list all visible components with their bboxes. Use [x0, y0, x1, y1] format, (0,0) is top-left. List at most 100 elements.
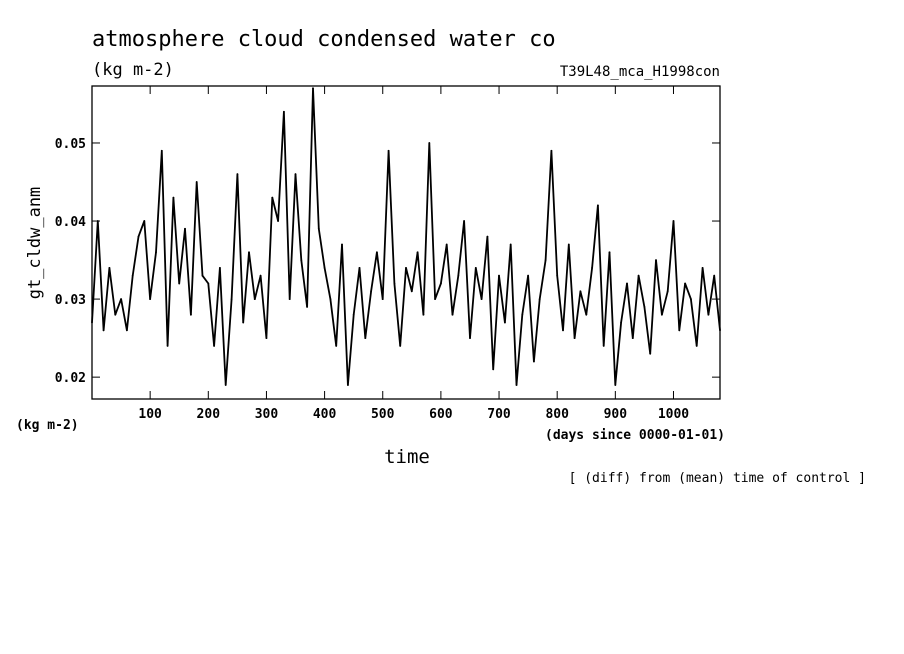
- data-point: [538, 298, 541, 300]
- data-point: [655, 259, 657, 261]
- data-point: [690, 298, 692, 300]
- data-point: [707, 313, 710, 316]
- run-label: T39L48_mca_H1998con: [560, 64, 720, 80]
- data-point: [492, 368, 495, 371]
- data-point: [352, 313, 355, 316]
- data-point: [149, 298, 152, 300]
- data-point: [294, 173, 297, 176]
- data-point: [358, 267, 361, 269]
- data-point: [253, 298, 256, 300]
- data-point: [631, 337, 634, 339]
- data-point: [160, 149, 163, 152]
- data-point: [381, 298, 384, 300]
- data-point: [219, 267, 221, 269]
- x-tick-label: 300: [255, 407, 279, 422]
- data-point: [434, 298, 436, 300]
- data-point: [155, 251, 157, 254]
- data-point: [556, 274, 559, 277]
- data-point: [277, 220, 279, 222]
- x-tick-label: 900: [604, 407, 628, 422]
- data-point: [562, 329, 564, 332]
- x-tick-label: 700: [487, 407, 511, 422]
- data-point: [236, 173, 239, 176]
- data-point: [463, 220, 465, 222]
- data-point: [137, 235, 140, 238]
- data-point: [96, 220, 99, 222]
- data-point: [370, 290, 372, 293]
- data-point: [271, 196, 274, 199]
- plot-frame: [91, 85, 721, 400]
- diff-note: [ (diff) from (mean) time of control ]: [569, 471, 866, 486]
- data-point: [312, 87, 314, 90]
- data-point: [597, 204, 599, 207]
- x-axis-label: time: [384, 446, 430, 468]
- data-point: [504, 321, 506, 324]
- data-point: [120, 298, 122, 300]
- x-tick-label: 500: [371, 407, 395, 422]
- chart-subtitle: (kg m-2): [92, 60, 174, 80]
- data-point: [143, 220, 146, 222]
- data-point: [672, 220, 675, 222]
- x-axis: 100 200 300 400 500 600 700 800 900 1000: [138, 86, 689, 422]
- y-tick-label: 0.02: [55, 371, 86, 386]
- data-point: [131, 274, 134, 277]
- data-point: [306, 306, 308, 308]
- data-point: [457, 274, 460, 277]
- data-point: [108, 267, 111, 269]
- data-point: [91, 321, 93, 324]
- x-tick-label: 100: [138, 407, 162, 422]
- chart-title: atmosphere cloud condensed water co: [92, 27, 556, 52]
- data-point: [649, 352, 652, 355]
- data-point: [585, 313, 588, 316]
- data-point: [399, 345, 402, 347]
- data-point: [614, 384, 617, 386]
- data-point: [178, 282, 181, 285]
- data-point: [201, 274, 204, 277]
- data-point: [364, 337, 367, 339]
- data-point: [224, 384, 227, 386]
- data-point: [469, 337, 471, 339]
- data-point: [666, 290, 669, 293]
- data-point: [480, 298, 483, 300]
- x-tick-label: 800: [545, 407, 569, 422]
- data-point: [190, 313, 192, 316]
- y-tick-label: 0.05: [55, 137, 86, 152]
- series-line: [91, 87, 721, 386]
- data-point: [678, 329, 681, 332]
- x-tick-label: 1000: [658, 407, 689, 422]
- x-tick-label: 200: [197, 407, 221, 422]
- data-point: [259, 274, 262, 277]
- data-point: [695, 345, 698, 347]
- data-point: [195, 181, 198, 183]
- data-point: [213, 345, 216, 347]
- data-point: [713, 274, 716, 277]
- data-point: [498, 274, 500, 277]
- data-point: [515, 384, 518, 386]
- data-point: [347, 384, 349, 386]
- data-point: [440, 282, 442, 285]
- data-point: [317, 227, 320, 230]
- data-point: [416, 251, 419, 254]
- x-tick-label: 400: [313, 407, 337, 422]
- data-point: [550, 149, 553, 152]
- data-point: [602, 345, 605, 347]
- data-point: [166, 345, 169, 347]
- data-point: [393, 282, 396, 285]
- data-point: [661, 313, 663, 316]
- data-point: [126, 329, 128, 332]
- data-point: [579, 290, 582, 293]
- data-point: [527, 274, 529, 277]
- data-point: [207, 282, 210, 285]
- data-point: [445, 243, 448, 246]
- data-point: [114, 313, 117, 316]
- data-point: [422, 313, 425, 316]
- data-point: [451, 313, 454, 316]
- y-axis: 0.02 0.03 0.04 0.05: [55, 137, 720, 386]
- data-point: [428, 142, 431, 144]
- data-point: [300, 259, 303, 261]
- data-point: [521, 313, 524, 316]
- data-point: [184, 227, 186, 230]
- data-point: [474, 267, 477, 269]
- data-point: [283, 110, 285, 113]
